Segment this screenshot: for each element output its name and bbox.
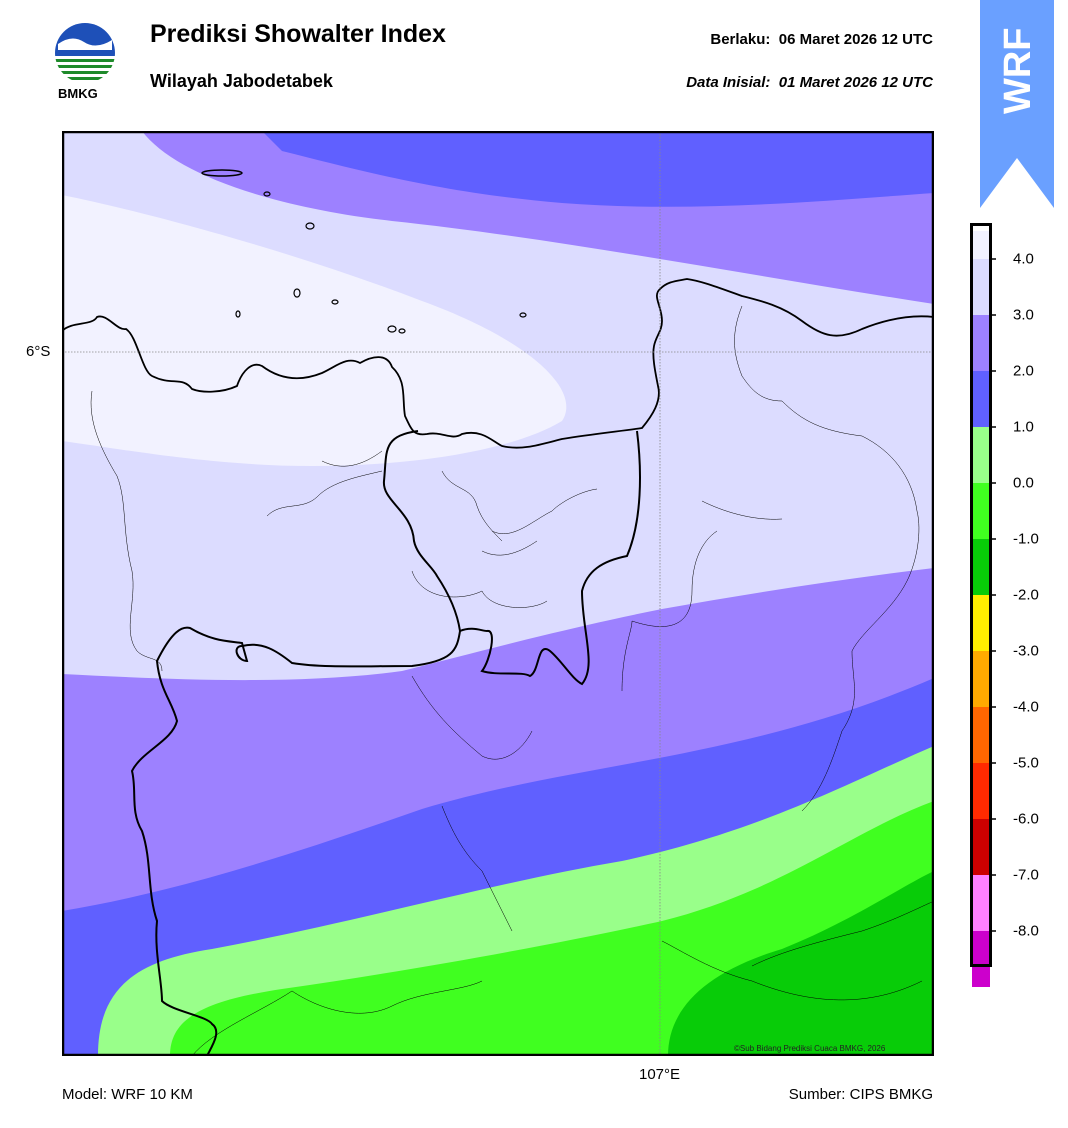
colorbar-label: -4.0 <box>1013 698 1039 716</box>
island <box>305 222 315 230</box>
island <box>398 328 406 334</box>
island <box>201 169 243 177</box>
colorbar-label: -8.0 <box>1013 922 1039 940</box>
colorbar-segment <box>972 539 990 595</box>
wrf-badge-shape: WRF <box>980 0 1054 208</box>
colorbar-segment <box>972 427 990 483</box>
colorbar-segment <box>972 595 990 651</box>
colorbar-label: -1.0 <box>1013 530 1039 548</box>
colorbar-segment <box>972 931 990 987</box>
init-value: 01 Maret 2026 12 UTC <box>778 74 933 91</box>
province-boundary-banten <box>130 430 461 1056</box>
island <box>293 288 301 298</box>
colorbar <box>970 223 996 987</box>
model-label: Model: WRF 10 KM <box>62 1086 193 1103</box>
bmkg-logo <box>52 20 118 86</box>
colorbar-label: -2.0 <box>1013 586 1039 604</box>
island <box>263 191 271 197</box>
bmkg-logo-icon <box>55 23 115 83</box>
island <box>387 325 397 333</box>
regency-boundaries <box>90 305 923 1056</box>
map-copyright: ©Sub Bidang Prediksi Cuaca BMKG, 2026 <box>734 1044 886 1053</box>
map-svg <box>62 131 934 1056</box>
colorbar-segment <box>972 707 990 763</box>
page-title: Prediksi Showalter Index <box>150 20 446 48</box>
colorbar-segment <box>972 651 990 707</box>
colorbar-label: -6.0 <box>1013 810 1039 828</box>
map-frame <box>62 131 934 1056</box>
valid-time: Berlaku: 06 Maret 2026 12 UTC <box>710 31 933 48</box>
logo-text: BMKG <box>58 86 98 101</box>
colorbar-segment <box>972 763 990 819</box>
colorbar-label: 0.0 <box>1013 474 1034 492</box>
valid-label: Berlaku: <box>710 31 771 48</box>
colorbar-segment <box>972 371 990 427</box>
wrf-badge-text: WRF <box>997 27 1039 114</box>
colorbar-label: 1.0 <box>1013 418 1034 436</box>
colorbar-label: -5.0 <box>1013 754 1039 772</box>
colorbar-segment <box>972 819 990 875</box>
lat-tick-label: 6°S <box>26 343 51 360</box>
band-1-2-top <box>262 131 934 207</box>
wrf-badge: WRF <box>980 0 1054 208</box>
map-panel <box>62 131 934 1056</box>
colorbar-label: 2.0 <box>1013 362 1034 380</box>
valid-value: 06 Maret 2026 12 UTC <box>778 31 933 48</box>
colorbar-segment <box>972 315 990 371</box>
band-4-plus <box>62 195 567 466</box>
island <box>235 310 241 318</box>
colorbar-svg <box>970 223 996 987</box>
coastline <box>62 278 934 449</box>
colorbar-segment <box>972 231 990 259</box>
band-neg2-neg1 <box>668 871 934 1056</box>
province-boundary-jakarta <box>459 430 641 686</box>
colorbar-segment <box>972 483 990 539</box>
island <box>519 312 527 318</box>
init-label: Data Inisial: <box>686 74 771 91</box>
lon-tick-label: 107°E <box>639 1066 681 1083</box>
colorbar-segment <box>972 875 990 931</box>
colorbar-label: -7.0 <box>1013 866 1039 884</box>
init-time: Data Inisial: 01 Maret 2026 12 UTC <box>686 74 933 91</box>
source-label: Sumber: CIPS BMKG <box>788 1086 933 1103</box>
colorbar-segment <box>972 259 990 315</box>
province-boundary-jawa-tengah <box>751 900 934 967</box>
page-subtitle: Wilayah Jabodetabek <box>150 71 333 91</box>
colorbar-label: 3.0 <box>1013 306 1034 324</box>
colorbar-label: 4.0 <box>1013 250 1034 268</box>
colorbar-label: -3.0 <box>1013 642 1039 660</box>
island <box>331 299 339 305</box>
